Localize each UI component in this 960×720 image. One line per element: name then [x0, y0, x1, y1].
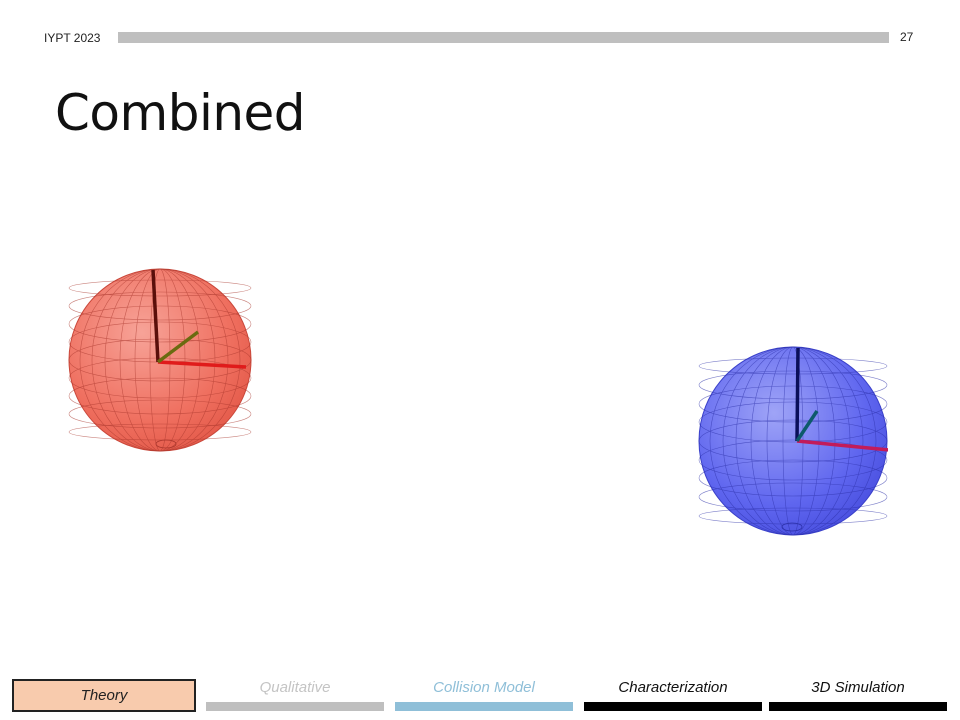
- slide-title: Combined: [55, 84, 306, 142]
- nav-tab-collision-model[interactable]: Collision Model: [433, 679, 535, 696]
- conference-label: IYPT 2023: [44, 31, 101, 45]
- nav-bar-collision-model: [395, 702, 573, 711]
- nav-bar-3d-simulation: [769, 702, 947, 711]
- nav-tab-theory[interactable]: Theory: [12, 679, 196, 712]
- nav-tab-qualitative[interactable]: Qualitative: [259, 679, 331, 696]
- nav-tab-3d-simulation[interactable]: 3D Simulation: [811, 679, 905, 696]
- page-number: 27: [900, 30, 914, 44]
- nav-bar-characterization: [584, 702, 762, 711]
- red-sphere-figure: [68, 268, 252, 452]
- blue-sphere-icon: [698, 346, 888, 536]
- red-sphere-icon: [68, 268, 252, 452]
- nav-tab-characterization[interactable]: Characterization: [618, 679, 728, 696]
- blue-sphere-figure: [698, 346, 888, 536]
- nav-bar-qualitative: [206, 702, 384, 711]
- header-bar: [118, 32, 889, 43]
